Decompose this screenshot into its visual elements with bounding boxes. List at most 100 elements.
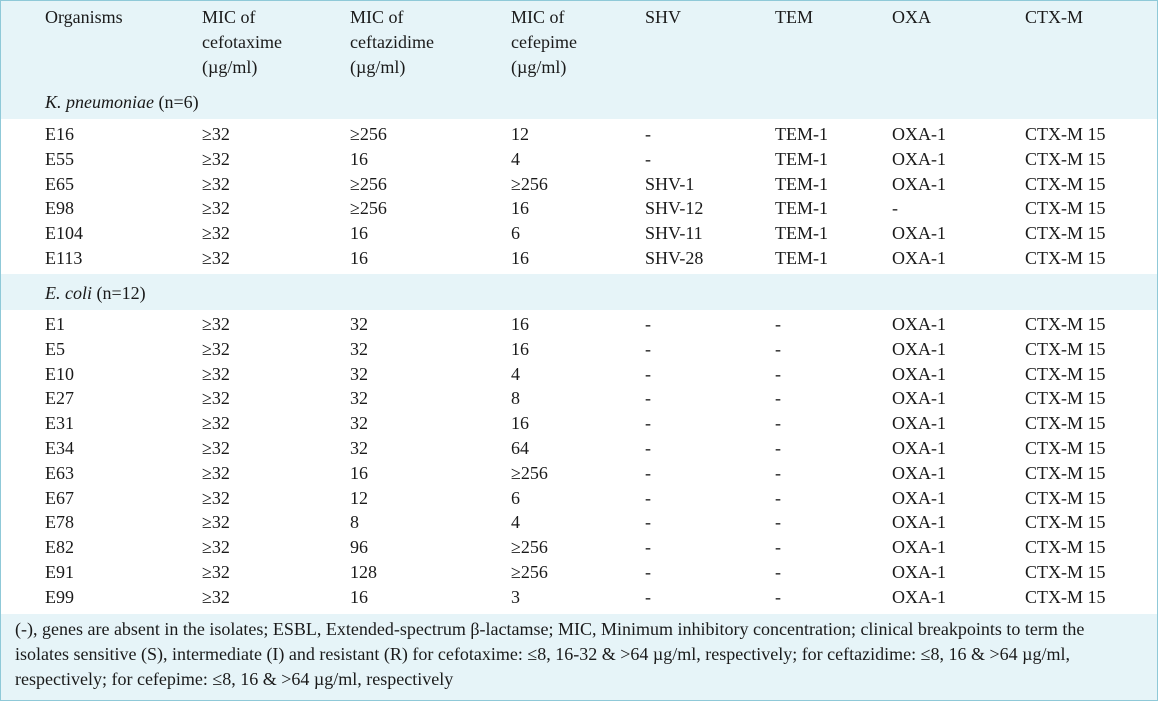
- table-cell: -: [645, 438, 651, 458]
- table-cell: ≥32: [202, 148, 230, 169]
- group-name: E. coli: [45, 283, 92, 303]
- group-count: (n=6): [158, 92, 199, 112]
- table-cell: 4: [511, 148, 520, 169]
- table-cell: CTX-M 15: [1025, 248, 1106, 268]
- table-cell: OXA-1: [892, 413, 946, 434]
- isolate-id-cell: E91: [45, 562, 74, 582]
- table-cell: ≥32: [202, 462, 230, 483]
- table-cell: -: [645, 487, 651, 508]
- column-header: OXA: [892, 5, 931, 30]
- table-cell: OXA-1: [892, 438, 946, 458]
- table-cell: -: [775, 388, 781, 409]
- table-cell: TEM-1: [775, 148, 828, 169]
- table-cell: 16: [511, 314, 529, 334]
- table-cell: -: [775, 363, 781, 384]
- table-cell: ≥32: [202, 198, 230, 219]
- column-header-line: cefotaxime: [202, 32, 282, 52]
- table-cell: OXA-1: [892, 124, 946, 144]
- isolate-id-cell: E27: [45, 388, 74, 409]
- table-cell: 6: [511, 487, 520, 508]
- table-cell: OXA-1: [892, 388, 946, 409]
- isolate-id-cell: E104: [45, 223, 83, 244]
- table-cell: CTX-M 15: [1025, 314, 1106, 334]
- table-cell: -: [645, 314, 651, 334]
- table-cell: -: [775, 562, 781, 582]
- table-cell: ≥32: [202, 223, 230, 244]
- table-cell: 16: [350, 462, 368, 483]
- table-cell: -: [645, 124, 651, 144]
- table-cell: -: [775, 512, 781, 533]
- table-cell: 16: [350, 148, 368, 169]
- table-cell: SHV-28: [645, 248, 704, 268]
- isolate-id-cell: E55: [45, 148, 74, 169]
- group-label: K. pneumoniae (n=6): [45, 90, 199, 115]
- isolate-id-cell: E34: [45, 438, 74, 458]
- column-header-line: (µg/ml): [350, 57, 406, 77]
- table-cell: 16: [350, 223, 368, 244]
- table-cell: -: [645, 462, 651, 483]
- table-cell: -: [775, 586, 781, 607]
- isolate-id-cell: E82: [45, 537, 74, 558]
- isolate-id-cell: E5: [45, 338, 65, 359]
- table-cell: ≥256: [350, 173, 387, 194]
- column-header-line: cefepime: [511, 32, 577, 52]
- table-cell: -: [645, 512, 651, 533]
- table-cell: OXA-1: [892, 562, 946, 582]
- column-header-line: MIC of: [202, 7, 256, 27]
- column-header: SHV: [645, 5, 681, 30]
- table-cell: ≥32: [202, 314, 230, 334]
- table-cell: 16: [511, 248, 529, 268]
- table-cell: ≥32: [202, 173, 230, 194]
- group-label: E. coli (n=12): [45, 281, 146, 306]
- table-cell: -: [645, 388, 651, 409]
- table-cell: 32: [350, 438, 368, 458]
- table-cell: CTX-M 15: [1025, 363, 1106, 384]
- table-cell: 8: [350, 512, 359, 533]
- column-header: MIC of cefepime (µg/ml): [511, 5, 577, 80]
- table-cell: -: [775, 462, 781, 483]
- table-cell: -: [645, 537, 651, 558]
- table-cell: OXA-1: [892, 248, 946, 268]
- table-cell: 6: [511, 223, 520, 244]
- table-cell: 32: [350, 388, 368, 409]
- table-cell: 96: [350, 537, 368, 558]
- isolate-id-cell: E31: [45, 413, 74, 434]
- table-cell: TEM-1: [775, 124, 828, 144]
- table-cell: TEM-1: [775, 198, 828, 219]
- table-cell: CTX-M 15: [1025, 586, 1106, 607]
- table-cell: ≥32: [202, 338, 230, 359]
- isolate-id-cell: E98: [45, 198, 74, 219]
- isolate-id-cell: E99: [45, 586, 74, 607]
- column-header-line: MIC of: [511, 7, 565, 27]
- isolate-id-cell: E65: [45, 173, 74, 194]
- table-cell: CTX-M 15: [1025, 413, 1106, 434]
- table-cell: OXA-1: [892, 537, 946, 558]
- table-cell: CTX-M 15: [1025, 223, 1106, 244]
- table-cell: CTX-M 15: [1025, 487, 1106, 508]
- column-header: MIC of ceftazidime (µg/ml): [350, 5, 434, 80]
- table-cell: CTX-M 15: [1025, 173, 1106, 194]
- table-cell: 4: [511, 512, 520, 533]
- table-cell: ≥32: [202, 363, 230, 384]
- table-cell: CTX-M 15: [1025, 124, 1106, 144]
- table-cell: ≥256: [511, 462, 548, 483]
- table-cell: 16: [511, 198, 529, 219]
- table-cell: TEM-1: [775, 173, 828, 194]
- isolate-id-cell: E10: [45, 363, 74, 384]
- table-cell: TEM-1: [775, 248, 828, 268]
- table-cell: CTX-M 15: [1025, 388, 1106, 409]
- table-cell: ≥256: [511, 537, 548, 558]
- column-header: CTX-M: [1025, 5, 1083, 30]
- table-cell: -: [775, 438, 781, 458]
- table-cell: OXA-1: [892, 148, 946, 169]
- table-cell: ≥256: [511, 562, 548, 582]
- table-cell: 8: [511, 388, 520, 409]
- table-cell: OXA-1: [892, 487, 946, 508]
- table-cell: -: [775, 314, 781, 334]
- table-footnote: (-), genes are absent in the isolates; E…: [15, 619, 1085, 689]
- table-cell: 12: [511, 124, 529, 144]
- table-cell: OXA-1: [892, 363, 946, 384]
- column-header: TEM: [775, 5, 813, 30]
- isolate-id-cell: E1: [45, 314, 65, 334]
- column-header-line: MIC of: [350, 7, 404, 27]
